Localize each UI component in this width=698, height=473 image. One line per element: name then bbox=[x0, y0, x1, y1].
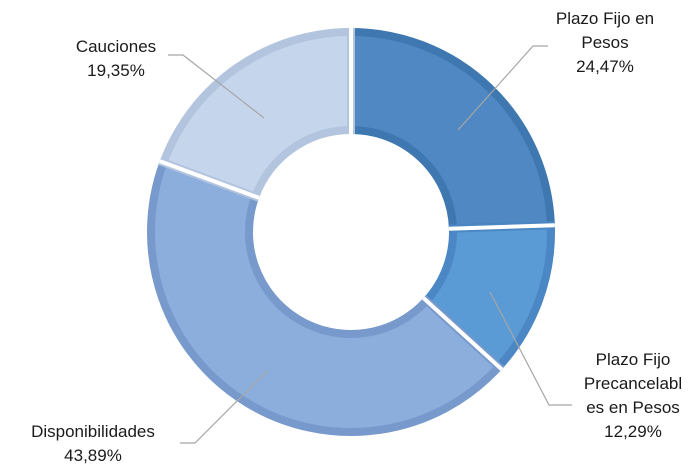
slice-label-plazo-fijo-precancelables: Plazo Fijo Precancelabl es en Pesos 12,2… bbox=[583, 350, 683, 441]
slice-label-disponibilidades: Disponibilidades 43,89% bbox=[31, 422, 155, 465]
slice-disponibilidades bbox=[147, 157, 505, 436]
slice-separator bbox=[159, 159, 260, 200]
slice-cauciones bbox=[158, 27, 355, 202]
slice-separator bbox=[422, 296, 504, 371]
leader-line bbox=[489, 291, 572, 406]
leader-line bbox=[180, 369, 269, 444]
slice-plazo-fijo-pesos bbox=[347, 27, 556, 233]
slice-label-cauciones: Cauciones 19,35% bbox=[75, 37, 157, 80]
leader-line bbox=[168, 54, 265, 119]
slice-separator bbox=[448, 223, 555, 231]
slice-label-plazo-fijo-pesos: Plazo Fijo en Pesos 24,47% bbox=[555, 9, 655, 76]
leader-line bbox=[457, 45, 548, 131]
